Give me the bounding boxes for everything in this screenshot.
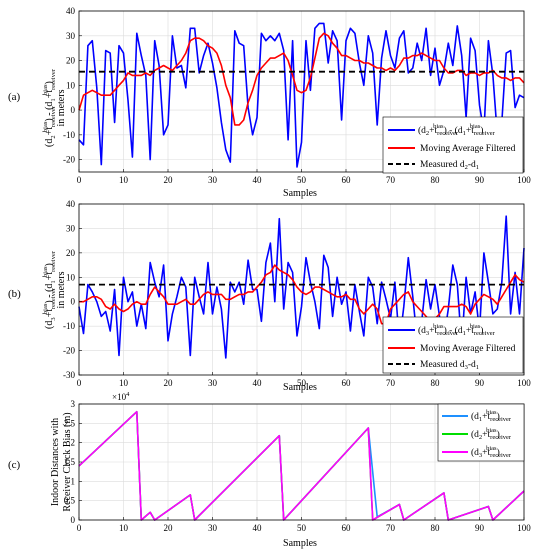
panel-c-xtick-label-6: 60 <box>342 523 352 533</box>
panel-a-xtick-label-0: 0 <box>77 175 82 185</box>
panel-a-xtick-label-8: 80 <box>431 175 441 185</box>
panel-c-xlabel: Samples <box>283 538 317 549</box>
panel-c: (c) Indoor Distances with Receiver Clock… <box>8 391 531 549</box>
panel-a-ylabel-expr: (d2+treceiverbias) - (d1+treceiverbias) <box>42 68 57 147</box>
panel-b-legend-entry-3: Measured d3-d1 <box>420 360 479 371</box>
panel-c-xtick-label-4: 40 <box>253 523 263 533</box>
panel-c-ylabel-line2: Receiver Clock Bias (m) <box>62 412 73 511</box>
panel-b-series-2 <box>79 264 525 325</box>
panel-b-xtick-label-5: 50 <box>297 378 307 388</box>
panel-b-xtick-label-4: 40 <box>253 378 263 388</box>
panel-b-ytick-label-2: -10 <box>63 321 75 331</box>
panel-a-legend: (d2+treceiverbias) - (d1+treceiverbias) … <box>382 116 524 174</box>
panel-a-ylabel-units: in meters <box>56 89 67 126</box>
panel-a-xtick-label-9: 90 <box>475 175 485 185</box>
panel-b-ytick-label-7: 40 <box>66 199 76 209</box>
panel-b-legend-entry-1: (d3+treceiverbias) - (d1+treceiverbias) <box>418 323 496 337</box>
panel-b-xlabel: Samples <box>283 382 317 393</box>
panel-a-ytick-label-1: -10 <box>63 130 75 140</box>
panel-b-xtick-label-10: 100 <box>517 378 531 388</box>
panel-a-xtick-label-5: 50 <box>297 175 307 185</box>
panel-b-xtick-label-7: 70 <box>386 378 396 388</box>
panel-b-xtick-label-3: 30 <box>208 378 218 388</box>
panel-b-xtick-label-8: 80 <box>431 378 441 388</box>
panel-a-legend-entry-3: Measured d2-d1 <box>420 160 479 171</box>
panel-a-xtick-label-4: 40 <box>253 175 263 185</box>
panel-b-ylabel: (d3+treceiverbias) - (d1+treceiverbias) … <box>42 250 67 329</box>
panel-a-ylabel: (d2+treceiverbias) - (d1+treceiverbias) … <box>42 68 67 147</box>
panel-c-ytick-label-6: 3 <box>71 399 76 409</box>
panel-c-xtick-label-5: 50 <box>297 523 307 533</box>
panel-c-xtick-label-7: 70 <box>386 523 396 533</box>
panel-a-xtick-label-10: 100 <box>517 175 531 185</box>
panel-a-legend-entry-2: Moving Average Filtered <box>420 144 516 154</box>
panel-a-ytick-label-4: 20 <box>66 56 76 66</box>
panel-b-ytick-label-4: 10 <box>66 272 76 282</box>
panel-c-xtick-label-2: 20 <box>164 523 174 533</box>
panel-c-multiplier-base: ×10 <box>112 392 127 402</box>
panel-a-xlabel: Samples <box>283 188 317 199</box>
panel-b-ytick-label-3: 0 <box>71 297 76 307</box>
panel-a-xtick-label-2: 20 <box>164 175 174 185</box>
panel-a-xtick-label-6: 60 <box>342 175 352 185</box>
panel-b-xtick-label-0: 0 <box>77 378 82 388</box>
panel-b-series-1 <box>78 215 525 359</box>
panel-b-ytick-label-5: 20 <box>66 248 76 258</box>
panel-c-legend: (d1+treceiverbias) (d2+treceiverbias) (d… <box>437 403 525 462</box>
panel-a-ytick-label-5: 30 <box>66 31 76 41</box>
panel-c-label: (c) <box>8 459 21 471</box>
panel-b-ytick-label-0: -30 <box>63 370 75 380</box>
panel-a-ytick-label-3: 10 <box>66 80 76 90</box>
panel-c-ytick-label-4: 2 <box>71 438 76 448</box>
panel-a-ytick-label-6: 40 <box>66 6 76 16</box>
panel-c-ylabel: Indoor Distances with Receiver Clock Bia… <box>50 412 73 511</box>
panel-c-xtick-label-0: 0 <box>77 523 82 533</box>
panel-b: (b) (d3+treceiverbias) - (d1+treceiverbi… <box>8 199 531 393</box>
panel-c-series-3 <box>78 410 525 521</box>
panel-c-ytick-label-0: 0 <box>71 515 76 525</box>
panel-c-legend-box <box>437 403 525 462</box>
panel-b-legend-entry-2: Moving Average Filtered <box>420 344 516 354</box>
panel-a-series-1 <box>78 22 525 168</box>
panel-a-ytick-label-0: -20 <box>63 155 75 165</box>
panel-c-ytick-label-1: 0.5 <box>64 496 76 506</box>
panel-a-xtick-label-1: 10 <box>119 175 129 185</box>
panel-a-legend-entry-1: (d2+treceiverbias) - (d1+treceiverbias) <box>418 123 496 137</box>
panel-b-ytick-label-1: -20 <box>63 346 75 356</box>
panel-b-ylabel-expr: (d3+treceiverbias) - (d1+treceiverbias) <box>42 250 57 329</box>
panel-b-xtick-label-9: 90 <box>475 378 485 388</box>
panel-c-multiplier: ×104 <box>112 391 130 402</box>
panel-c-ytick-label-5: 2.5 <box>64 418 76 428</box>
panel-b-xtick-label-2: 20 <box>164 378 174 388</box>
panel-c-xtick-label-3: 30 <box>208 523 218 533</box>
panel-c-plot: 0 10 20 30 40 50 60 70 80 90 100 0 0.5 1 1.5 2 2.5 3 <box>64 399 532 533</box>
panel-a-ytick-label-2: 0 <box>71 105 76 115</box>
panel-c-xtick-label-8: 80 <box>431 523 441 533</box>
panel-c-ylabel-line1: Indoor Distances with <box>50 418 61 506</box>
panel-b-xtick-label-6: 60 <box>342 378 352 388</box>
panel-c-xtick-label-10: 100 <box>517 523 531 533</box>
panel-c-xtick-label-9: 90 <box>475 523 485 533</box>
panel-c-ytick-label-2: 1 <box>71 476 76 486</box>
panel-b-ytick-label-6: 30 <box>66 223 76 233</box>
panel-a-label: (a) <box>8 91 21 103</box>
panel-b-legend: (d3+treceiverbias) - (d1+treceiverbias) … <box>382 316 524 374</box>
panel-b-xtick-label-1: 10 <box>119 378 129 388</box>
panel-a-plot: 0 10 20 30 40 50 60 70 80 90 100 -20 -10 0 10 20 30 40 <box>63 6 531 185</box>
panel-a: (a) (d2+treceiverbias) - (d1+treceiverbi… <box>8 6 531 199</box>
panel-c-multiplier-exp: 4 <box>126 391 130 398</box>
panel-a-xtick-label-7: 70 <box>386 175 396 185</box>
panel-b-ylabel-units: in meters <box>56 271 67 308</box>
panel-a-xtick-label-3: 30 <box>208 175 218 185</box>
panel-c-xtick-label-1: 10 <box>119 523 129 533</box>
panel-c-ytick-label-3: 1.5 <box>64 457 76 467</box>
panel-b-label: (b) <box>8 288 21 300</box>
panel-b-plot: 0 10 20 30 40 50 60 70 80 90 100 -30 -20 -10 0 10 20 30 40 <box>63 199 531 388</box>
